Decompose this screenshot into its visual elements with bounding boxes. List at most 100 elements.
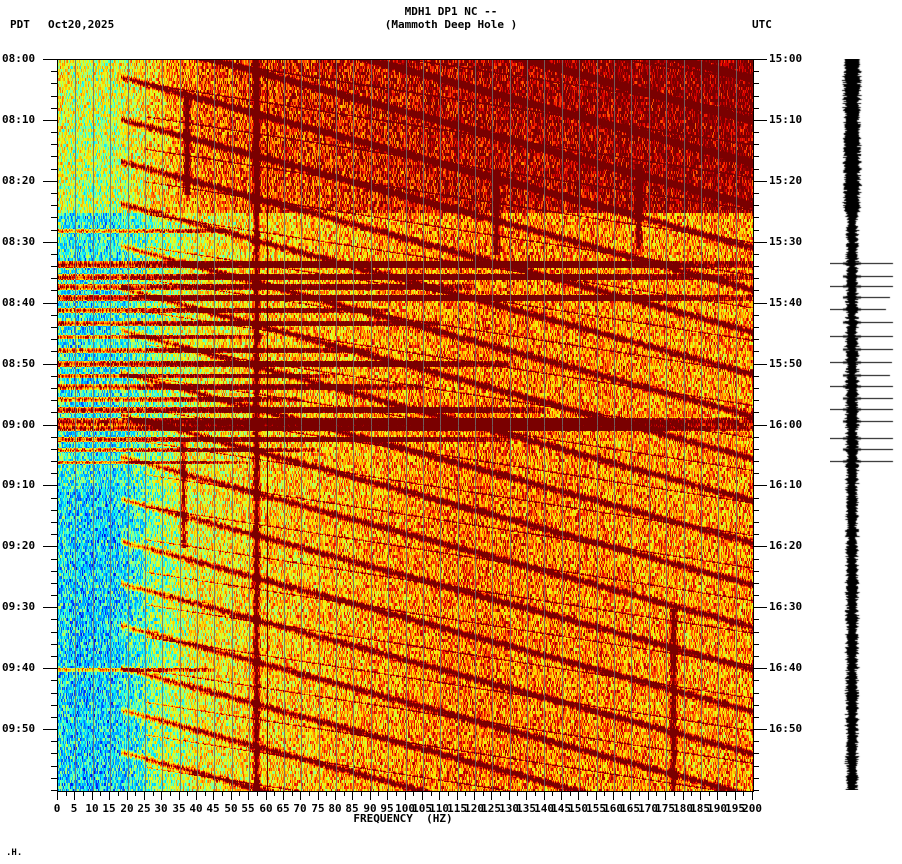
time-axis-minor-tick: [51, 290, 57, 291]
station-subtitle: (Mammoth Deep Hole ): [384, 18, 518, 31]
time-axis-minor-tick: [51, 205, 57, 206]
frequency-axis-minor-tick: [552, 791, 553, 796]
time-axis-major-tick: [753, 485, 767, 486]
frequency-tick-label: 190: [707, 802, 727, 815]
frequency-tick-label: 40: [189, 802, 203, 815]
time-label-utc: 16:10: [769, 478, 803, 491]
time-axis-major-tick: [753, 607, 767, 608]
time-axis-minor-tick: [51, 339, 57, 340]
frequency-axis-minor-tick: [274, 791, 275, 796]
time-axis-minor-tick: [753, 169, 759, 170]
frequency-axis-minor-tick: [517, 791, 518, 796]
frequency-tick-label: 20: [120, 802, 134, 815]
time-axis-major-tick: [753, 425, 767, 426]
spectrogram-image: [58, 60, 753, 791]
time-axis-major-tick: [43, 546, 57, 547]
time-label-utc: 15:10: [769, 113, 803, 126]
time-axis-minor-tick: [51, 790, 57, 791]
frequency-tick-label: 120: [464, 802, 484, 815]
time-axis-minor-tick: [753, 290, 759, 291]
time-axis-minor-tick: [51, 400, 57, 401]
time-axis-minor-tick: [753, 461, 759, 462]
frequency-axis-major-tick: [561, 791, 562, 800]
frequency-axis-major-tick: [318, 791, 319, 800]
time-axis-minor-tick: [753, 156, 759, 157]
frequency-axis-major-tick: [74, 791, 75, 800]
time-axis-minor-tick: [51, 437, 57, 438]
time-label-utc: 16:50: [769, 722, 803, 735]
frequency-axis-major-tick: [213, 791, 214, 800]
frequency-axis-minor-tick: [674, 791, 675, 796]
frequency-tick-label: 75: [311, 802, 325, 815]
frequency-tick-label: 35: [172, 802, 186, 815]
time-axis-minor-tick: [753, 193, 759, 194]
frequency-axis-minor-tick: [431, 791, 432, 796]
time-axis-minor-tick: [51, 169, 57, 170]
time-axis-minor-tick: [753, 351, 759, 352]
frequency-axis-major-tick: [578, 791, 579, 800]
frequency-axis-major-tick: [283, 791, 284, 800]
time-axis-minor-tick: [51, 741, 57, 742]
time-axis-minor-tick: [753, 132, 759, 133]
time-axis-minor-tick: [51, 705, 57, 706]
frequency-axis-minor-tick: [743, 791, 744, 796]
frequency-axis-major-tick: [665, 791, 666, 800]
frequency-axis-minor-tick: [726, 791, 727, 796]
spectrogram-plot-area[interactable]: [57, 59, 754, 792]
time-axis-major-tick: [753, 242, 767, 243]
frequency-tick-label: 200: [742, 802, 762, 815]
time-axis-minor-tick: [753, 522, 759, 523]
frequency-axis-major-tick: [509, 791, 510, 800]
time-label-pdt: 08:00: [2, 52, 36, 65]
time-axis-minor-tick: [51, 266, 57, 267]
frequency-axis-minor-tick: [622, 791, 623, 796]
time-axis-minor-tick: [753, 534, 759, 535]
frequency-tick-label: 80: [328, 802, 342, 815]
time-label-pdt: 08:40: [2, 296, 36, 309]
time-label-pdt: 08:50: [2, 357, 36, 370]
time-axis-minor-tick: [51, 534, 57, 535]
frequency-axis-major-tick: [439, 791, 440, 800]
time-axis-major-tick: [43, 425, 57, 426]
time-label-pdt: 09:30: [2, 600, 36, 613]
frequency-axis-major-tick: [266, 791, 267, 800]
time-axis-minor-tick: [753, 412, 759, 413]
frequency-tick-label: 45: [206, 802, 220, 815]
frequency-axis-minor-tick: [187, 791, 188, 796]
time-axis-minor-tick: [753, 619, 759, 620]
frequency-axis-minor-tick: [587, 791, 588, 796]
frequency-axis-minor-tick: [205, 791, 206, 796]
time-label-pdt: 09:10: [2, 478, 36, 491]
time-axis-minor-tick: [51, 412, 57, 413]
time-axis-minor-tick: [51, 717, 57, 718]
timezone-left-label: PDT: [10, 18, 30, 31]
time-axis-major-tick: [43, 485, 57, 486]
time-axis-major-tick: [43, 181, 57, 182]
time-axis-minor-tick: [753, 96, 759, 97]
frequency-axis-major-tick: [526, 791, 527, 800]
frequency-axis-minor-tick: [656, 791, 657, 796]
frequency-tick-label: 0: [53, 802, 61, 815]
frequency-axis-minor-tick: [170, 791, 171, 796]
time-label-utc: 16:40: [769, 661, 803, 674]
time-axis-minor-tick: [51, 254, 57, 255]
frequency-axis-minor-tick: [344, 791, 345, 796]
time-axis-minor-tick: [753, 693, 759, 694]
time-axis-minor-tick: [51, 559, 57, 560]
time-axis-minor-tick: [51, 510, 57, 511]
frequency-axis-major-tick: [370, 791, 371, 800]
frequency-axis-minor-tick: [292, 791, 293, 796]
time-axis-minor-tick: [51, 217, 57, 218]
time-axis-minor-tick: [753, 108, 759, 109]
frequency-tick-label: 170: [638, 802, 658, 815]
frequency-axis-title: FREQUENCY (HZ): [0, 812, 902, 825]
frequency-tick-label: 115: [447, 802, 467, 815]
frequency-tick-label: 5: [70, 802, 78, 815]
frequency-axis-minor-tick: [135, 791, 136, 796]
time-axis-minor-tick: [51, 193, 57, 194]
time-axis-major-tick: [753, 668, 767, 669]
frequency-axis-major-tick: [92, 791, 93, 800]
time-label-pdt: 09:50: [2, 722, 36, 735]
amplitude-trace-image: [830, 59, 894, 790]
time-axis-major-tick: [43, 607, 57, 608]
